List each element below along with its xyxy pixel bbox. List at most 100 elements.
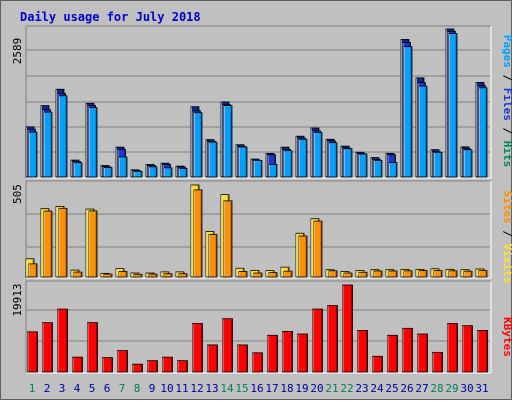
- pages-bar-11: [178, 168, 188, 178]
- kbytes-bar-1: [27, 331, 38, 373]
- x-label-day-15: 15: [235, 382, 248, 395]
- x-label-day-19: 19: [295, 382, 308, 395]
- x-label-day-25: 25: [385, 382, 398, 395]
- x-label-day-5: 5: [89, 382, 96, 395]
- kbytes-bar-18: [282, 330, 293, 373]
- x-label-day-7: 7: [119, 382, 126, 395]
- x-axis-day-labels: 1 2 3 4 5 6 7 8 9 10 11 12 13 14 15 16 17 18 19 20 21 22 23 24 2…: [29, 382, 489, 395]
- sites-panel-bg: [26, 181, 491, 278]
- kbytes-legend: KBytes: [501, 317, 512, 357]
- pages-bar-1: [28, 131, 38, 178]
- kbytes-legend-kbytes: KBytes: [501, 317, 512, 357]
- pages-bar-17: [268, 164, 278, 178]
- hits-legend-pages: Pages: [501, 35, 512, 68]
- x-label-day-3: 3: [59, 382, 66, 395]
- pages-bar-16: [253, 160, 263, 178]
- kbytes-bar-17: [267, 334, 278, 373]
- kbytes-bar-5: [87, 322, 98, 373]
- kbytes-bar-26: [402, 327, 413, 373]
- x-label-day-27: 27: [415, 382, 428, 395]
- sites-bar-12: [193, 189, 203, 278]
- x-label-day-22: 22: [340, 382, 353, 395]
- pages-bar-18: [283, 150, 293, 178]
- x-label-day-11: 11: [175, 382, 188, 395]
- sites-bar-29: [448, 270, 458, 278]
- pages-bar-29: [448, 33, 458, 178]
- x-label-day-28: 28: [430, 382, 443, 395]
- kbytes-bar-31: [477, 330, 488, 373]
- kbytes-bar-11: [177, 360, 188, 373]
- pages-bar-20: [313, 132, 323, 178]
- kbytes-bar-29: [447, 323, 458, 373]
- pages-bar-23: [358, 153, 368, 178]
- sites-bar-22: [343, 272, 353, 278]
- pages-bar-3: [58, 95, 68, 178]
- y-axis-max-kbytes: 19913: [11, 283, 24, 316]
- pages-bar-27: [418, 85, 428, 178]
- sites-bar-23: [358, 271, 368, 278]
- sites-legend-sites: Sites: [501, 191, 512, 224]
- pages-bar-8: [133, 170, 143, 178]
- hits-legend-files: Files: [501, 88, 512, 121]
- sites-bar-14: [223, 200, 233, 278]
- sites-bar-30: [463, 270, 473, 278]
- kbytes-bar-30: [462, 325, 473, 373]
- sites-bar-3: [58, 207, 68, 278]
- sites-legend-visits: Visits: [501, 244, 512, 284]
- kbytes-bar-3: [57, 308, 68, 373]
- x-label-day-13: 13: [205, 382, 218, 395]
- x-label-day-30: 30: [460, 382, 473, 395]
- pages-bar-4: [73, 162, 83, 178]
- kbytes-bar-20: [312, 308, 323, 373]
- x-label-day-9: 9: [149, 382, 156, 395]
- x-label-day-18: 18: [280, 382, 293, 395]
- sites-bar-19: [298, 235, 308, 278]
- x-label-day-24: 24: [370, 382, 384, 395]
- kbytes-bar-27: [417, 333, 428, 373]
- kbytes-bar-8: [132, 363, 143, 373]
- sites-legend: Sites / Visits: [501, 191, 512, 284]
- x-label-day-17: 17: [265, 382, 278, 395]
- kbytes-bar-25: [387, 334, 398, 373]
- sites-bar-26: [403, 270, 413, 278]
- x-label-day-4: 4: [74, 382, 81, 395]
- sites-bar-24: [373, 270, 383, 278]
- kbytes-bar-22: [342, 284, 353, 373]
- x-label-day-16: 16: [250, 382, 263, 395]
- chart-bars: [25, 28, 488, 373]
- kbytes-bar-6: [102, 357, 113, 373]
- kbytes-bar-28: [432, 351, 443, 373]
- x-label-day-12: 12: [190, 382, 203, 395]
- pages-bar-2: [43, 111, 53, 178]
- kbytes-bar-9: [147, 360, 158, 373]
- sites-bar-6: [103, 273, 113, 278]
- pages-bar-9: [148, 166, 158, 178]
- pages-bar-22: [343, 148, 353, 178]
- x-label-day-20: 20: [310, 382, 323, 395]
- x-label-day-14: 14: [220, 382, 234, 395]
- pages-bar-24: [373, 160, 383, 178]
- pages-bar-6: [103, 167, 113, 178]
- sites-bar-18: [283, 270, 293, 278]
- sites-bar-17: [268, 272, 278, 278]
- y-axis-max-hits: 2589: [11, 38, 24, 65]
- sites-bar-20: [313, 220, 323, 278]
- x-label-day-1: 1: [29, 382, 36, 395]
- pages-bar-7: [118, 156, 128, 178]
- hits-legend-hits: Hits: [501, 141, 512, 168]
- sites-bar-11: [178, 273, 188, 278]
- sites-bar-21: [328, 270, 338, 278]
- sites-bar-10: [163, 273, 173, 278]
- kbytes-bar-4: [72, 356, 83, 373]
- kbytes-bar-13: [207, 344, 218, 373]
- kbytes-bar-10: [162, 356, 173, 373]
- pages-bar-5: [88, 107, 98, 178]
- x-label-day-26: 26: [400, 382, 413, 395]
- kbytes-bar-7: [117, 350, 128, 373]
- kbytes-bar-19: [297, 333, 308, 373]
- sites-bar-1: [28, 263, 38, 278]
- pages-bar-19: [298, 138, 308, 178]
- pages-bar-14: [223, 105, 233, 178]
